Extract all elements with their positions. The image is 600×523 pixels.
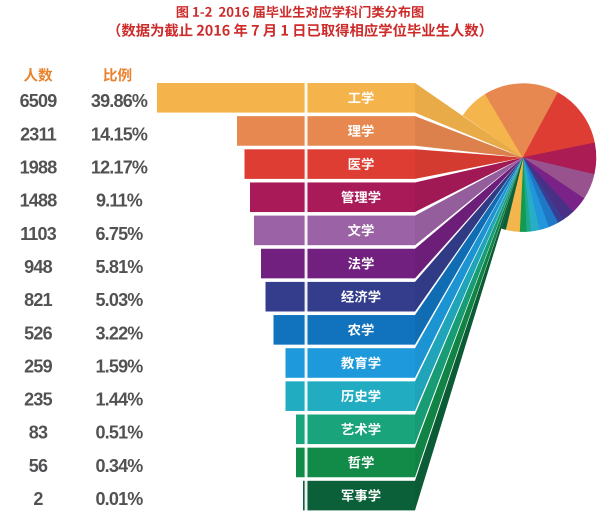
- svg-text:526: 526: [24, 323, 52, 343]
- svg-text:83: 83: [29, 423, 48, 443]
- svg-text:5.81%: 5.81%: [95, 257, 143, 277]
- svg-text:9.11%: 9.11%: [96, 191, 143, 211]
- svg-text:259: 259: [24, 356, 52, 376]
- svg-text:235: 235: [24, 390, 52, 410]
- svg-text:0.01%: 0.01%: [95, 489, 143, 509]
- svg-text:39.86%: 39.86%: [91, 91, 148, 111]
- svg-text:3.22%: 3.22%: [95, 323, 143, 343]
- svg-text:1.59%: 1.59%: [95, 356, 143, 376]
- svg-text:5.03%: 5.03%: [95, 290, 143, 310]
- svg-text:12.17%: 12.17%: [91, 158, 148, 178]
- svg-text:1488: 1488: [20, 191, 58, 211]
- svg-text:14.15%: 14.15%: [91, 124, 148, 144]
- svg-text:948: 948: [24, 257, 52, 277]
- svg-text:0.34%: 0.34%: [95, 456, 143, 476]
- svg-text:56: 56: [29, 456, 48, 476]
- svg-text:1.44%: 1.44%: [95, 390, 143, 410]
- svg-text:2: 2: [33, 489, 43, 509]
- svg-text:821: 821: [24, 290, 52, 310]
- svg-text:6.75%: 6.75%: [95, 224, 143, 244]
- svg-text:2311: 2311: [20, 124, 57, 144]
- svg-text:6509: 6509: [20, 91, 58, 111]
- svg-text:1103: 1103: [20, 224, 57, 244]
- svg-text:1988: 1988: [20, 158, 58, 178]
- svg-text:0.51%: 0.51%: [95, 423, 143, 443]
